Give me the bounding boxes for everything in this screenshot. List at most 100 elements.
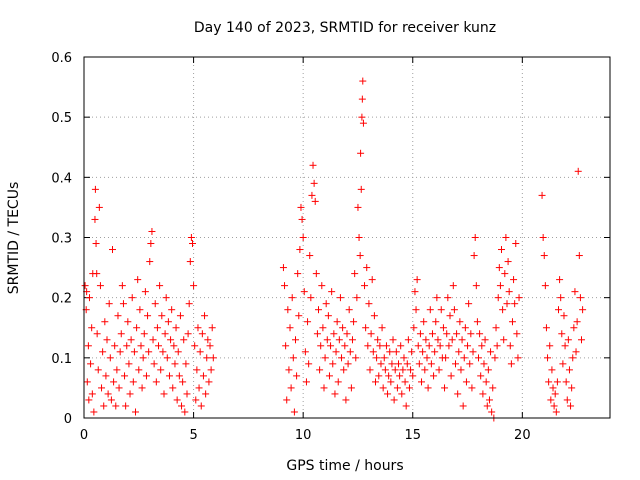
data-point — [578, 336, 586, 344]
data-point — [348, 336, 356, 344]
data-point — [171, 360, 179, 368]
data-point — [480, 360, 488, 368]
data-point — [481, 336, 489, 344]
data-point — [147, 240, 155, 248]
data-point — [428, 330, 436, 338]
data-point — [501, 270, 509, 278]
data-point — [461, 324, 469, 332]
data-point — [454, 390, 462, 398]
data-point — [353, 294, 361, 302]
data-point — [124, 318, 132, 326]
data-point — [111, 342, 119, 350]
data-point — [183, 390, 191, 398]
data-point — [113, 366, 121, 374]
data-point — [493, 342, 501, 350]
data-point — [312, 270, 320, 278]
data-point — [334, 378, 342, 386]
data-point — [395, 360, 403, 368]
data-point — [317, 342, 325, 350]
data-point — [193, 366, 201, 374]
data-point — [567, 402, 575, 410]
data-point — [205, 378, 213, 386]
data-point — [309, 161, 317, 169]
data-point — [475, 354, 482, 362]
data-point — [123, 342, 131, 350]
data-point — [495, 264, 503, 272]
x-tick-label: 15 — [404, 428, 421, 443]
data-point — [456, 318, 464, 326]
y-tick-label: 0.2 — [51, 292, 72, 307]
data-point — [294, 270, 302, 278]
data-point — [155, 342, 163, 350]
data-point — [108, 246, 116, 254]
data-point — [380, 354, 388, 362]
data-point — [499, 306, 507, 314]
data-point — [539, 234, 547, 241]
data-point — [502, 234, 510, 241]
data-point — [436, 342, 444, 350]
data-point — [121, 372, 129, 380]
data-point — [418, 378, 426, 386]
data-point — [363, 264, 371, 272]
data-point — [112, 402, 120, 410]
data-point — [159, 348, 167, 356]
data-point — [553, 378, 561, 386]
data-point — [152, 378, 160, 386]
data-point — [293, 372, 301, 380]
data-point — [85, 396, 93, 404]
data-point — [142, 372, 150, 380]
data-point — [83, 378, 91, 386]
data-point — [572, 348, 580, 356]
data-point — [400, 354, 408, 362]
data-point — [448, 336, 456, 344]
data-point — [84, 342, 92, 350]
data-point — [126, 390, 134, 398]
data-point — [382, 342, 390, 350]
data-point — [500, 336, 508, 344]
data-point — [544, 354, 552, 362]
data-point — [92, 240, 100, 248]
data-point — [287, 384, 295, 392]
data-point — [503, 300, 511, 308]
data-point — [549, 384, 557, 392]
data-point — [405, 384, 413, 392]
data-point — [316, 366, 324, 374]
data-point — [576, 294, 584, 302]
data-point — [420, 318, 428, 326]
data-point — [402, 402, 410, 410]
data-point — [103, 336, 111, 344]
data-point — [169, 384, 177, 392]
data-point — [284, 306, 292, 314]
data-point — [135, 366, 143, 374]
data-point — [184, 330, 192, 338]
data-point — [325, 372, 333, 380]
x-tick-label: 0 — [80, 428, 88, 443]
data-point — [408, 348, 416, 356]
data-point — [347, 384, 355, 392]
data-point — [199, 372, 207, 380]
data-point — [482, 378, 490, 386]
data-point — [579, 306, 587, 314]
y-tick-label: 0.3 — [51, 232, 72, 247]
data-point — [356, 252, 364, 260]
data-point — [320, 384, 328, 392]
data-point — [175, 372, 183, 380]
data-point — [387, 378, 395, 386]
data-point — [173, 396, 181, 404]
data-point — [564, 336, 572, 344]
y-tick-label: 0.5 — [51, 111, 72, 126]
data-point — [144, 312, 152, 320]
data-point — [506, 342, 514, 350]
x-axis-label: GPS time / hours — [286, 458, 403, 474]
data-point — [449, 282, 457, 290]
data-point — [198, 330, 206, 338]
data-point — [484, 366, 492, 374]
data-point — [345, 306, 353, 314]
data-point — [439, 324, 447, 332]
plot-frame — [83, 56, 611, 419]
data-point — [359, 119, 367, 127]
data-point — [551, 390, 559, 398]
data-point — [485, 396, 493, 404]
data-point — [310, 179, 318, 187]
data-point — [444, 294, 452, 302]
